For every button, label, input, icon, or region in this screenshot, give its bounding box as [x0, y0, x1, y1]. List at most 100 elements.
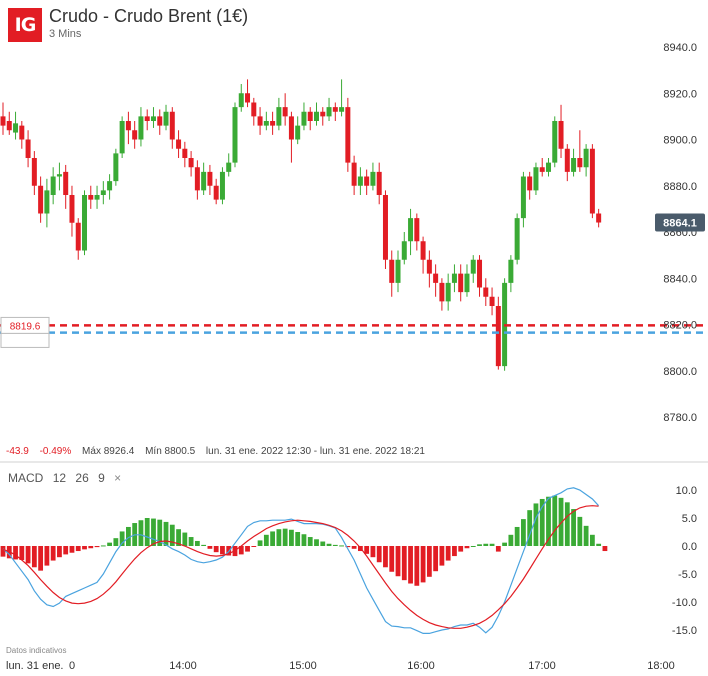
- candle-body[interactable]: [63, 171, 69, 195]
- candle-body[interactable]: [545, 162, 551, 172]
- candle-body[interactable]: [520, 176, 526, 219]
- candle-body[interactable]: [6, 121, 12, 131]
- candle-body[interactable]: [314, 111, 319, 121]
- candle-body[interactable]: [395, 259, 401, 283]
- candle-body[interactable]: [320, 111, 326, 117]
- candle-body[interactable]: [577, 158, 583, 168]
- candle-body[interactable]: [464, 273, 470, 293]
- candle-body[interactable]: [169, 111, 175, 140]
- candle-body[interactable]: [508, 259, 514, 283]
- candle-body[interactable]: [75, 222, 81, 251]
- macd-histogram-bar: [138, 520, 144, 546]
- candle-body[interactable]: [370, 171, 376, 186]
- candle-body[interactable]: [589, 148, 595, 214]
- candle-body[interactable]: [213, 185, 219, 200]
- candle-body[interactable]: [533, 167, 539, 191]
- candle-body[interactable]: [401, 241, 407, 260]
- candle-body[interactable]: [282, 107, 288, 117]
- candle-body[interactable]: [82, 195, 88, 251]
- candle-body[interactable]: [558, 121, 564, 149]
- candle-body[interactable]: [439, 282, 445, 302]
- candle-body[interactable]: [207, 171, 213, 186]
- candle-body[interactable]: [332, 107, 338, 112]
- candle-body[interactable]: [539, 167, 545, 172]
- candle-body[interactable]: [13, 123, 19, 133]
- candle-body[interactable]: [50, 176, 56, 196]
- candle-body[interactable]: [357, 176, 363, 186]
- candle-body[interactable]: [219, 171, 225, 200]
- candle-body[interactable]: [245, 93, 251, 103]
- candle-body[interactable]: [94, 195, 100, 200]
- candle-body[interactable]: [495, 306, 501, 367]
- candle-body[interactable]: [307, 111, 313, 121]
- candle-body[interactable]: [88, 195, 94, 200]
- candle-body[interactable]: [596, 213, 602, 223]
- candle-body[interactable]: [263, 121, 269, 126]
- candle-body[interactable]: [470, 259, 476, 274]
- interval-label[interactable]: 3 Mins: [49, 28, 82, 40]
- candle-body[interactable]: [514, 218, 520, 260]
- candle-body[interactable]: [100, 190, 106, 195]
- candle-body[interactable]: [477, 259, 483, 288]
- candle-body[interactable]: [56, 174, 62, 177]
- macd-histogram-bar: [194, 540, 200, 546]
- candle-body[interactable]: [182, 148, 188, 158]
- candle-body[interactable]: [44, 190, 50, 214]
- candle-body[interactable]: [251, 102, 257, 117]
- candle-body[interactable]: [138, 116, 144, 140]
- candle-body[interactable]: [107, 181, 113, 191]
- candle-body[interactable]: [288, 116, 294, 140]
- candle-body[interactable]: [276, 107, 282, 126]
- candle-body[interactable]: [0, 116, 6, 126]
- candle-body[interactable]: [295, 125, 301, 140]
- close-icon[interactable]: ×: [114, 471, 122, 485]
- candle-body[interactable]: [238, 93, 244, 108]
- candle-body[interactable]: [119, 121, 125, 154]
- candle-body[interactable]: [527, 176, 533, 191]
- candle-body[interactable]: [564, 148, 570, 172]
- candle-body[interactable]: [257, 116, 263, 126]
- candle-body[interactable]: [433, 273, 439, 283]
- candle-body[interactable]: [125, 121, 131, 131]
- candle-body[interactable]: [571, 158, 577, 172]
- candle-body[interactable]: [38, 185, 44, 214]
- candle-body[interactable]: [150, 116, 156, 121]
- candle-body[interactable]: [188, 158, 194, 168]
- candle-body[interactable]: [163, 111, 169, 126]
- candle-body[interactable]: [69, 195, 75, 223]
- candle-body[interactable]: [19, 125, 25, 140]
- candle-body[interactable]: [301, 111, 307, 126]
- candle-body[interactable]: [382, 195, 388, 260]
- candle-body[interactable]: [420, 241, 426, 260]
- candle-body[interactable]: [31, 158, 37, 186]
- candle-body[interactable]: [414, 218, 420, 242]
- candle-body[interactable]: [144, 116, 150, 121]
- candle-body[interactable]: [157, 116, 163, 126]
- candle-body[interactable]: [483, 287, 489, 297]
- candle-body[interactable]: [176, 139, 182, 149]
- candle-body[interactable]: [326, 107, 332, 117]
- candle-body[interactable]: [132, 130, 138, 140]
- candle-body[interactable]: [226, 162, 232, 172]
- candle-body[interactable]: [113, 153, 119, 182]
- candle-body[interactable]: [194, 167, 200, 191]
- candle-body[interactable]: [351, 162, 357, 186]
- candle-body[interactable]: [25, 139, 31, 159]
- candle-body[interactable]: [339, 107, 345, 112]
- candle-body[interactable]: [201, 171, 207, 191]
- candle-body[interactable]: [583, 148, 589, 168]
- candle-body[interactable]: [232, 107, 238, 163]
- candle-body[interactable]: [451, 273, 457, 283]
- candle-body[interactable]: [552, 121, 558, 163]
- candle-body[interactable]: [426, 259, 432, 274]
- candle-body[interactable]: [389, 259, 395, 283]
- candle-body[interactable]: [364, 176, 370, 186]
- candle-body[interactable]: [489, 296, 495, 306]
- candle-body[interactable]: [345, 107, 351, 163]
- candle-body[interactable]: [445, 282, 451, 302]
- candle-body[interactable]: [270, 121, 276, 126]
- candle-body[interactable]: [458, 273, 464, 293]
- candle-body[interactable]: [408, 218, 414, 242]
- candle-body[interactable]: [376, 171, 382, 195]
